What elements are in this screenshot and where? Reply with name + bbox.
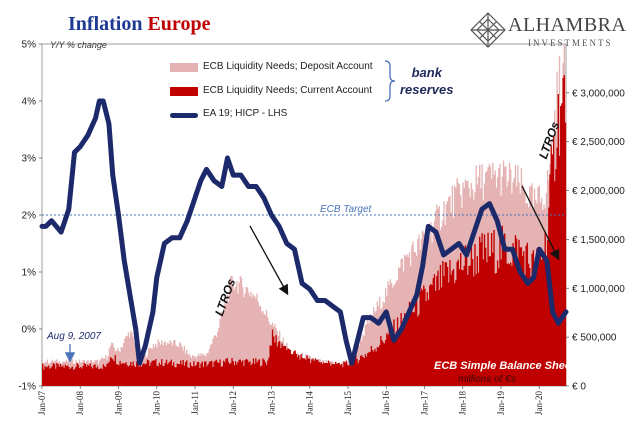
- ecb-target-label: ECB Target: [320, 204, 373, 215]
- x-tick-label: Jan-16: [381, 391, 391, 415]
- chart-lines: ECB Target: [39, 98, 569, 366]
- right-tick-label: € 1,500,000: [572, 235, 625, 246]
- legend-label-deposit: ECB Liquidity Needs; Deposit Account: [203, 61, 373, 72]
- aug9-annotation: Aug 9, 2007: [47, 331, 101, 342]
- logo-name: ALHAMBRA: [508, 14, 627, 36]
- brand-logo: ALHAMBRA INVESTMENTS: [470, 8, 635, 54]
- x-tick-label: Jan-19: [496, 391, 506, 415]
- right-tick-label: € 500,000: [572, 333, 617, 344]
- chart-axes: -1% 0% 1% 2% 3% 4% 5% € 0 € 500,000 € 1,000,000 € …: [18, 40, 625, 416]
- x-tick-label: Jan-08: [75, 391, 85, 415]
- left-tick-label: 5%: [22, 40, 37, 51]
- chart-areas: [42, 44, 567, 386]
- legend-bracket: [384, 60, 396, 102]
- left-tick-label: 0%: [22, 325, 37, 336]
- legend-swatch-deposit: [170, 63, 198, 72]
- right-tick-label: € 2,500,000: [572, 137, 625, 148]
- x-tick-label: Jan-17: [419, 391, 429, 415]
- diamond-lattice-icon: [470, 12, 506, 48]
- chart-annotations: [64, 185, 560, 363]
- x-tick-label: Jan-10: [152, 391, 162, 415]
- title-word-1: Inflation: [68, 13, 143, 35]
- ltros-arrow-2: [521, 185, 560, 261]
- x-tick-label: Jan-14: [305, 391, 315, 415]
- left-tick-label: 2%: [22, 211, 37, 222]
- balance-sheet-unit: millions of €s: [458, 374, 516, 385]
- x-tick-label: Jan-20: [534, 391, 544, 415]
- right-tick-label: € 2,000,000: [572, 186, 625, 197]
- current-account-area: [42, 74, 567, 386]
- logo-subtitle: INVESTMENTS: [528, 38, 613, 48]
- legend-label-current: ECB Liquidity Needs; Current Account: [203, 85, 372, 96]
- x-tick-label: Jan-11: [190, 391, 200, 415]
- legend-label-hicp: EA 19; HICP - LHS: [203, 108, 288, 119]
- bank-label-line-1: bank: [411, 65, 442, 80]
- x-tick-label: Jan-07: [37, 391, 47, 415]
- bank-reserves-label: bank reserves: [400, 64, 454, 98]
- x-tick-label: Jan-09: [113, 391, 123, 415]
- ltros-arrow-1: [249, 225, 289, 296]
- left-tick-label: 1%: [22, 268, 37, 279]
- x-tick-label: Jan-15: [343, 391, 353, 415]
- x-tick-label: Jan-18: [458, 391, 468, 415]
- right-tick-label: € 1,000,000: [572, 284, 625, 295]
- left-tick-label: 3%: [22, 154, 37, 165]
- bank-label-line-2: reserves: [400, 82, 454, 97]
- chart-title: Inflation Europe: [68, 13, 210, 36]
- x-tick-label: Jan-12: [228, 391, 238, 415]
- left-axis-unit: Y/Y % change: [50, 40, 107, 50]
- balance-sheet-label: ECB Simple Balance Sheet: [434, 360, 575, 372]
- title-word-2: Europe: [147, 13, 211, 35]
- legend-swatch-hicp: [170, 113, 198, 118]
- hicp-line: [39, 98, 569, 366]
- legend-swatch-current: [170, 87, 198, 96]
- left-tick-label: -1%: [18, 382, 36, 393]
- x-tick-label: Jan-13: [266, 391, 276, 415]
- right-tick-label: € 3,000,000: [572, 88, 625, 99]
- right-tick-label: € 0: [572, 382, 586, 393]
- left-tick-label: 4%: [22, 97, 37, 108]
